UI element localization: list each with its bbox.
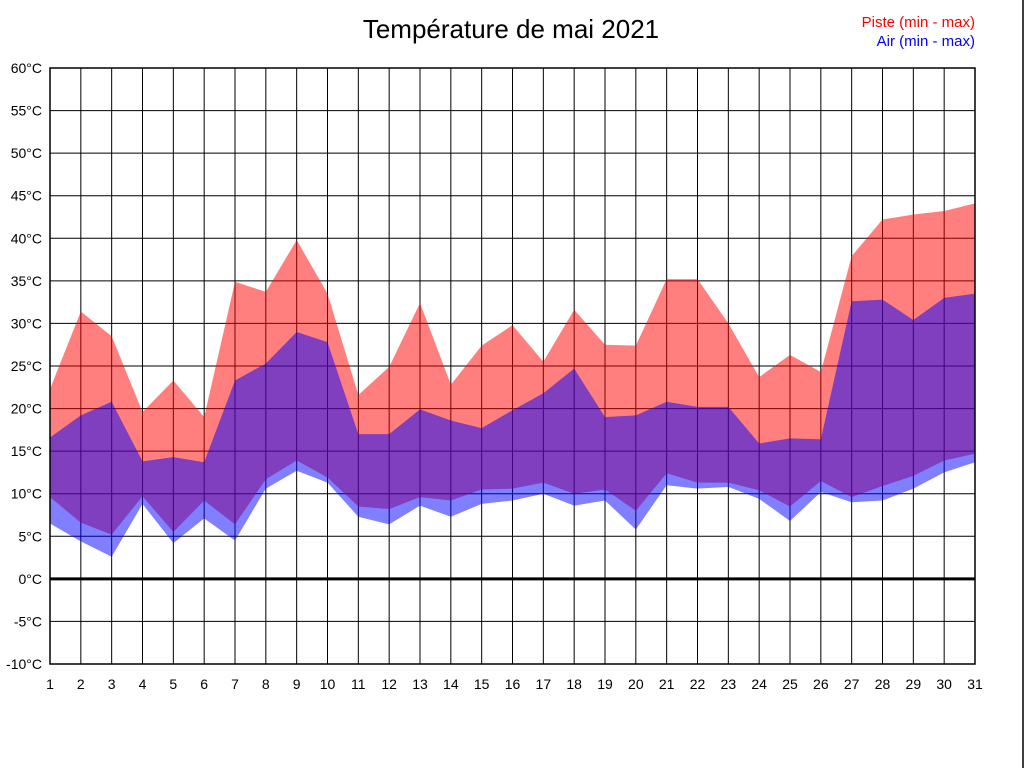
x-tick-label: 25 (782, 676, 798, 692)
y-tick-label: 30°C (11, 315, 42, 331)
x-tick-label: 27 (844, 676, 860, 692)
x-tick-label: 7 (231, 676, 239, 692)
x-tick-label: 5 (169, 676, 177, 692)
x-tick-label: 12 (381, 676, 397, 692)
air-band (50, 293, 975, 557)
x-tick-label: 26 (813, 676, 829, 692)
x-tick-label: 20 (628, 676, 644, 692)
x-tick-label: 10 (320, 676, 336, 692)
x-tick-label: 15 (474, 676, 490, 692)
y-tick-label: 60°C (11, 60, 42, 76)
x-tick-label: 24 (751, 676, 767, 692)
x-tick-label: 4 (139, 676, 147, 692)
y-tick-label: 35°C (11, 273, 42, 289)
x-tick-label: 28 (875, 676, 891, 692)
legend: Piste (min - max) Air (min - max) (862, 13, 975, 51)
y-tick-label: 50°C (11, 145, 42, 161)
y-tick-label: 55°C (11, 103, 42, 119)
plot-border (49, 67, 976, 665)
x-tick-label: 13 (412, 676, 428, 692)
x-tick-label: 8 (262, 676, 270, 692)
x-tick-label: 17 (536, 676, 552, 692)
x-tick-label: 11 (351, 676, 366, 692)
y-tick-label: 45°C (11, 188, 42, 204)
x-tick-label: 16 (505, 676, 521, 692)
x-tick-label: 3 (108, 676, 116, 692)
y-tick-label: -5°C (14, 613, 42, 629)
x-tick-label: 6 (200, 676, 208, 692)
y-tick-label: 15°C (11, 443, 42, 459)
x-tick-label: 18 (566, 676, 582, 692)
y-tick-label: 5°C (19, 528, 43, 544)
y-tick-label: 20°C (11, 401, 42, 417)
chart-title: Température de mai 2021 (362, 14, 660, 44)
x-tick-label: 23 (721, 676, 737, 692)
x-tick-label: 1 (46, 676, 54, 692)
x-tick-label: 29 (906, 676, 922, 692)
x-tick-label: 14 (443, 676, 459, 692)
y-tick-label: -10°C (6, 656, 42, 672)
x-tick-label: 30 (936, 676, 952, 692)
x-tick-label: 2 (77, 676, 85, 692)
x-tick-label: 9 (293, 676, 301, 692)
x-tick-label: 19 (597, 676, 613, 692)
y-tick-label: 0°C (19, 571, 43, 587)
legend-item-air: Air (min - max) (876, 33, 975, 50)
x-tick-label: 21 (659, 676, 675, 692)
y-tick-label: 40°C (11, 230, 42, 246)
y-tick-label: 25°C (11, 358, 42, 374)
legend-item-piste: Piste (min - max) (861, 14, 975, 31)
y-tick-label: 10°C (11, 486, 42, 502)
x-tick-label: 22 (690, 676, 706, 692)
x-tick-label: 31 (967, 676, 983, 692)
